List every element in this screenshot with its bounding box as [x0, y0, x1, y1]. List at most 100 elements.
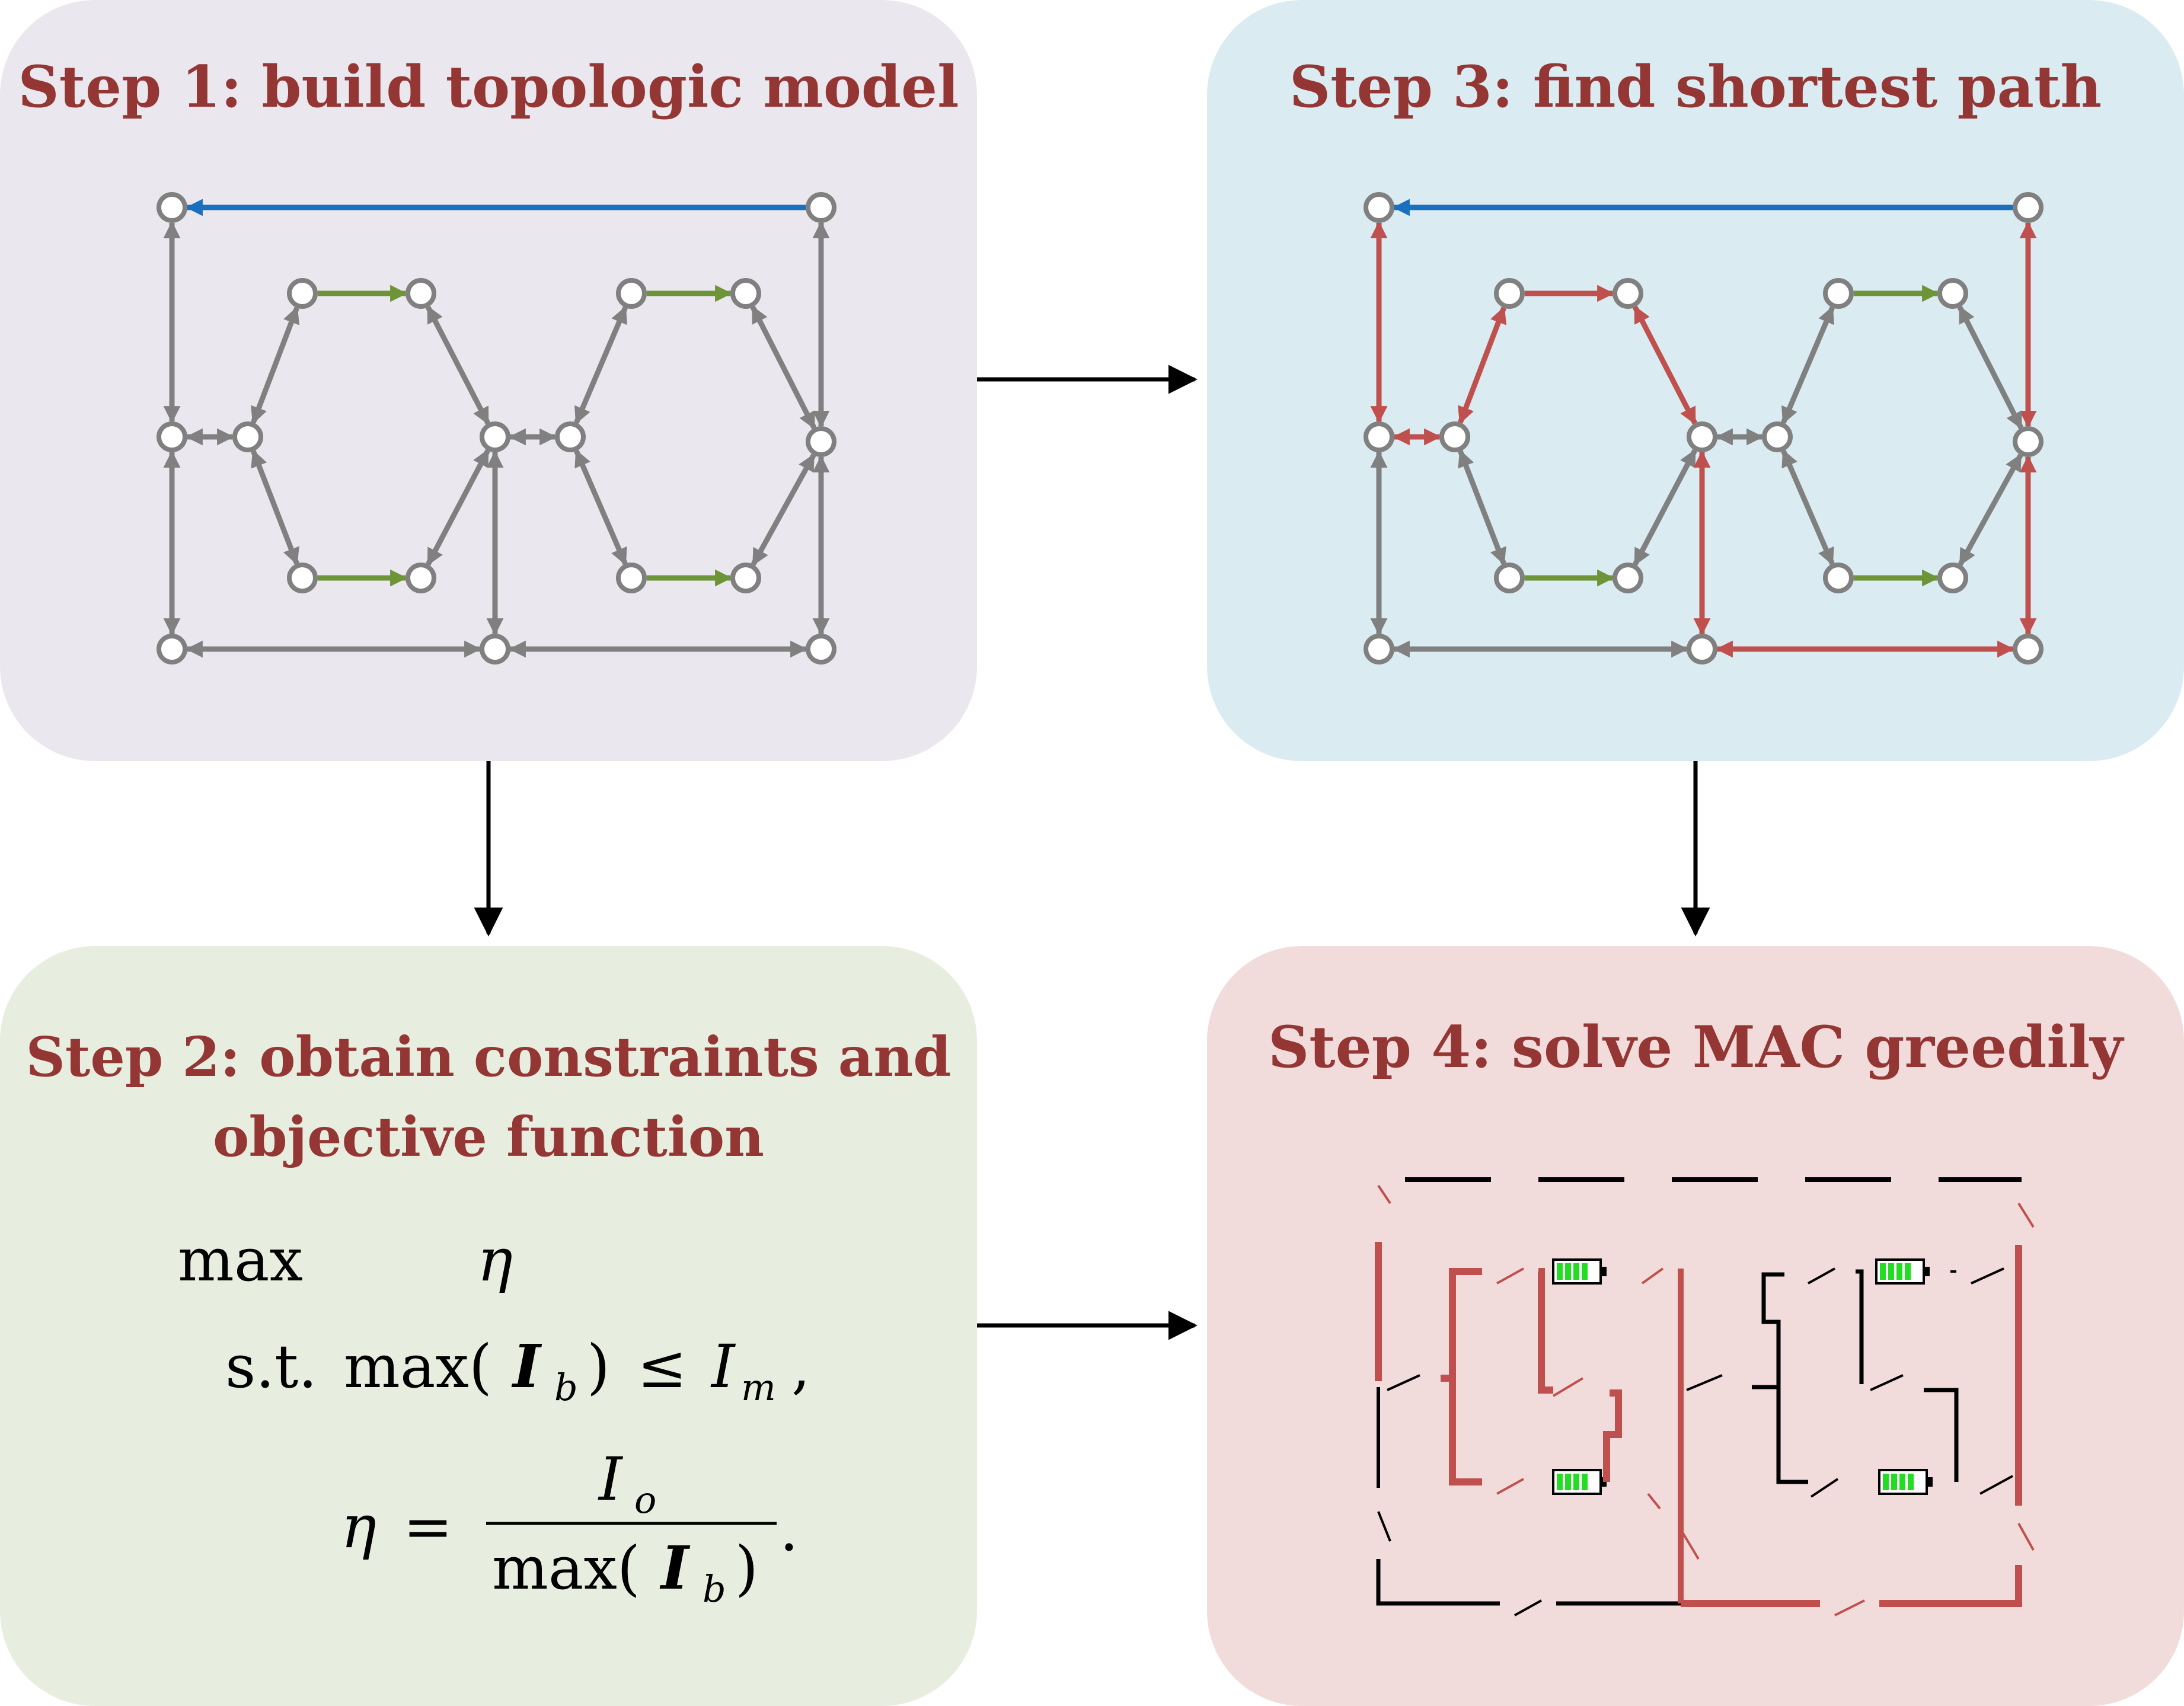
graph-node-n9: [480, 421, 510, 452]
graph-node-n3: [287, 278, 318, 309]
formula-max-word: max: [178, 1225, 303, 1295]
graph-node-n11: [806, 426, 836, 457]
graph-node-n9: [1687, 421, 1717, 452]
formula-eta: η: [477, 1225, 513, 1295]
circuit-switch-bottom-right: [1834, 1599, 1865, 1616]
graph-edge-n8-n3: [1457, 306, 1507, 424]
circuit-module1-left: [1441, 1268, 1482, 1382]
circuit-module1-batt-link: [1603, 1389, 1622, 1482]
circuit-diagram: [1375, 1177, 2035, 1616]
circuit-module2-mid: [1856, 1269, 1864, 1384]
formula-den-b: b: [703, 1567, 726, 1611]
graph-edge-n6-n11: [1957, 305, 2024, 430]
graph-node-n10: [555, 421, 586, 452]
graph-node-n18: [2013, 634, 2043, 664]
circuit-switch-middle-left: [1686, 1374, 1723, 1391]
step2-title-line2: objective function: [213, 1105, 764, 1169]
graph-node-n5: [616, 278, 647, 309]
formula-Im-I: I: [710, 1332, 736, 1401]
graph-node-n10: [1762, 421, 1793, 452]
graph-node-n4: [1613, 278, 1643, 309]
formula-equals: =: [403, 1492, 453, 1561]
graph-edge-n10-n14: [574, 449, 628, 566]
circuit-switch-bottom-left: [1514, 1599, 1542, 1616]
circuit-module2-left: [1752, 1272, 1784, 1389]
graph-node-n3: [1494, 278, 1525, 309]
battery-2-top: [1875, 1258, 1930, 1285]
formula-comma: ,: [791, 1332, 810, 1401]
battery-1-top: [1552, 1258, 1607, 1285]
formula-den-max: max(: [492, 1534, 640, 1603]
circuit-switch-m1-bottom: [1496, 1478, 1524, 1495]
graph-node-n17: [480, 634, 510, 664]
graph-node-n7: [157, 421, 187, 452]
topology-graph-step1: [157, 192, 836, 664]
circuit-switch-m1-bottom-right: [1647, 1493, 1661, 1510]
formula-sub-b: b: [554, 1366, 578, 1409]
circuit-bottom-black-bus: [1376, 1559, 1500, 1606]
graph-node-n4: [405, 278, 436, 309]
graph-edge-n6-n11: [750, 305, 817, 430]
step4-title: Step 4: solve MAC greedily: [1268, 1014, 2125, 1081]
graph-node-n13: [405, 563, 436, 593]
circuit-switch-m2-bottom: [1810, 1478, 1839, 1498]
circuit-switch-left-mid: [1387, 1374, 1420, 1391]
graph-node-n12: [1494, 563, 1525, 593]
graph-node-n12: [287, 563, 318, 593]
step3-title: Step 3: find shortest path: [1289, 53, 2102, 120]
graph-edge-n8-n3: [250, 306, 300, 424]
graph-node-n6: [1937, 278, 1968, 309]
graph-node-n2: [2013, 192, 2043, 223]
formula: max η s.t. max( I b ) ≤ I m , η = I o ma…: [178, 1225, 810, 1611]
graph-edge-n13-n9: [426, 449, 490, 566]
step2-title-line1: Step 2: obtain constraints and: [25, 1025, 951, 1089]
formula-st: s.t.: [225, 1332, 317, 1401]
circuit-switch-left-bottom: [1377, 1511, 1391, 1542]
graph-edge-n13-n9: [1633, 449, 1697, 566]
graph-node-n1: [157, 192, 187, 223]
step2-panel: [0, 946, 977, 1706]
circuit-switch-right-mid: [1979, 1475, 2013, 1495]
graph-edge-n4-n9: [1632, 305, 1698, 425]
formula-period: .: [780, 1495, 799, 1564]
formula-Im-m: m: [741, 1366, 776, 1409]
graph-node-n18: [806, 634, 836, 664]
graph-node-n13: [1613, 563, 1643, 593]
graph-node-n7: [1364, 421, 1394, 452]
graph-node-n8: [232, 421, 263, 452]
formula-eta-lhs: η: [341, 1492, 376, 1561]
graph-edge-n8-n12: [1458, 449, 1506, 566]
topology-graph-step3: [1364, 192, 2043, 664]
circuit-switch-middle-bottom: [1679, 1528, 1700, 1560]
graph-edge-n10-n5: [574, 306, 628, 424]
graph-node-n6: [730, 278, 761, 309]
circuit-module2-left-2: [1776, 1387, 1808, 1484]
formula-den-close: ): [735, 1534, 758, 1603]
circuit-switch-m1-top: [1496, 1267, 1524, 1285]
graph-edge-n10-n5: [1781, 306, 1835, 424]
circuit-module1-left-2: [1449, 1378, 1482, 1485]
circuit-switch-m1-mid: [1552, 1377, 1584, 1397]
formula-close-paren: ): [587, 1332, 610, 1401]
graph-node-n11: [2013, 426, 2043, 457]
formula-max-paren: max(: [344, 1332, 492, 1401]
circuit-bottom-red-bus-2: [1879, 1565, 2022, 1607]
formula-num-o: o: [634, 1478, 656, 1522]
graph-node-n14: [1823, 563, 1854, 593]
graph-node-n17: [1687, 634, 1717, 664]
circuit-module1-right: [1538, 1268, 1553, 1394]
graph-edge-n8-n12: [251, 449, 299, 566]
graph-edge-n15-n11: [751, 453, 816, 566]
step4-panel: [1207, 946, 2184, 1706]
graph-node-n1: [1364, 192, 1394, 223]
formula-I-bold: I: [511, 1331, 542, 1401]
circuit-switch-m2-top-right: [1971, 1267, 2004, 1285]
circuit-switch-m2-mid: [1870, 1374, 1904, 1391]
circuit-switch-right-top: [2017, 1202, 2035, 1228]
graph-edge-n4-n9: [425, 305, 491, 425]
circuit-module2-batt-link: [1924, 1388, 1959, 1482]
graph-node-n2: [806, 192, 836, 223]
graph-node-n16: [157, 634, 187, 664]
graph-node-n5: [1823, 278, 1854, 309]
